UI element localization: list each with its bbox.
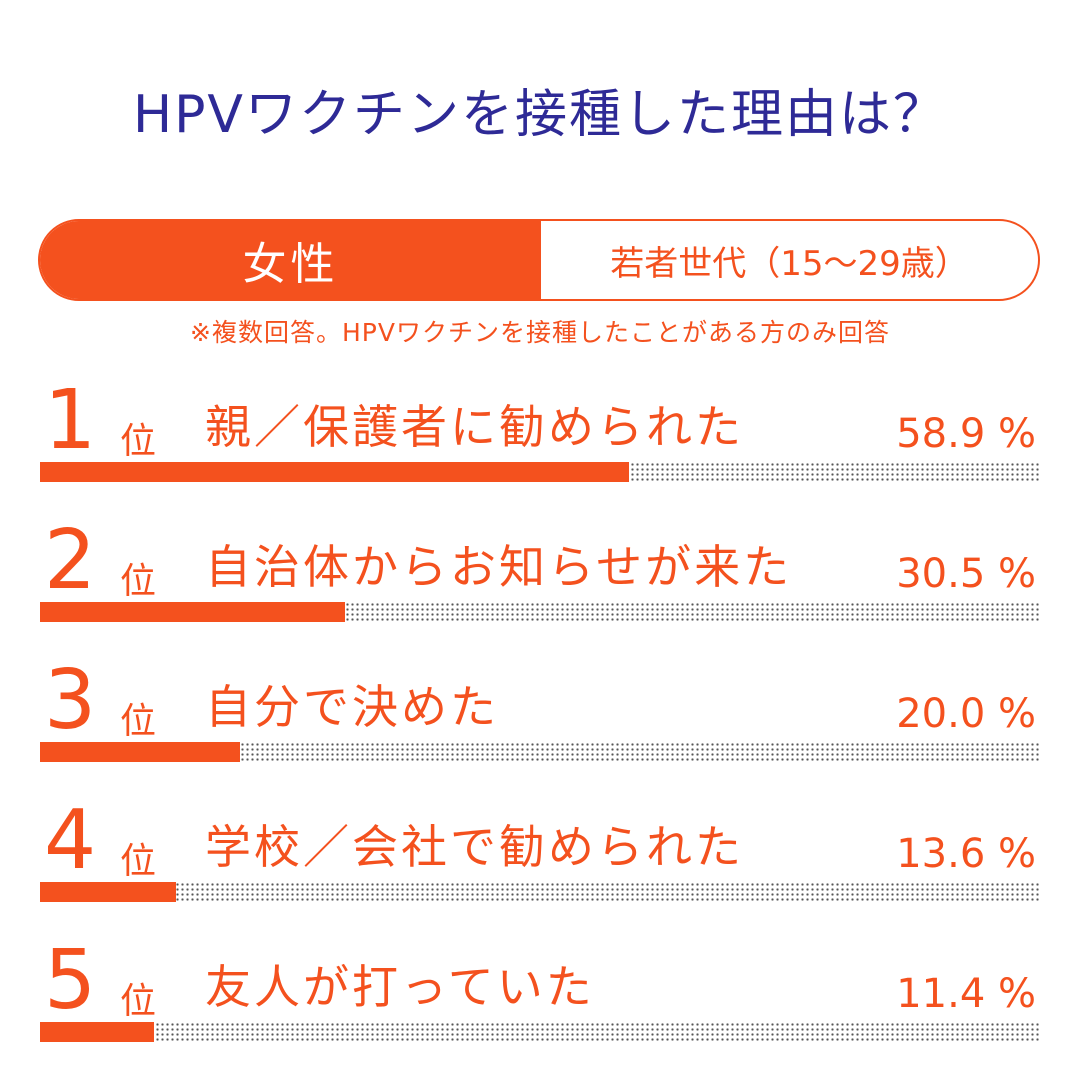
bar-track [40,462,1040,482]
bar [40,882,176,902]
value-label: 20.0 % [896,691,1036,737]
bar-track [40,882,1040,902]
bar-track [40,1022,1040,1042]
category-label: 学校／会社で勧められた [205,820,744,874]
segment-age-group: 若者世代（15～29歳） [610,243,969,284]
page-title: HPVワクチンを接種した理由は？ [132,85,948,145]
segment-pill: 女性 若者世代（15～29歳） [38,219,1040,301]
bar [40,1022,154,1042]
rank-number: 4 [44,793,97,888]
category-label: 自治体からお知らせが来た [205,540,793,594]
survey-note: ※複数回答。HPVワクチンを接種したことがある方のみ回答 [190,318,890,347]
category-label: 親／保護者に勧められた [205,400,744,454]
bar [40,462,629,482]
rank-number: 1 [44,373,97,468]
rank-number: 2 [44,513,97,608]
value-label: 58.9 % [896,411,1036,457]
rank-suffix: 位 [120,981,157,1022]
bar-track [40,742,1040,762]
rank-suffix: 位 [120,701,157,742]
ranking-row: 5 位友人が打っていた 11.4 % [0,940,1080,1090]
ranking-row: 2 位自治体からお知らせが来た 30.5 % [0,520,1080,670]
rank-number: 5 [44,933,97,1028]
bar [40,742,240,762]
category-label: 自分で決めた [205,680,499,734]
ranking-row: 4 位学校／会社で勧められた 13.6 % [0,800,1080,950]
ranking-row: 1 位親／保護者に勧められた 58.9 % [0,380,1080,530]
rank-suffix: 位 [120,841,157,882]
rank-suffix: 位 [120,561,157,602]
rank-number: 3 [44,653,97,748]
ranking-row: 3 位自分で決めた 20.0 % [0,660,1080,810]
value-label: 11.4 % [896,971,1036,1017]
segment-gender: 女性 [40,221,541,299]
category-label: 友人が打っていた [205,960,595,1014]
bar [40,602,345,622]
value-label: 30.5 % [896,551,1036,597]
rank-suffix: 位 [120,421,157,462]
bar-track [40,602,1040,622]
value-label: 13.6 % [896,831,1036,877]
